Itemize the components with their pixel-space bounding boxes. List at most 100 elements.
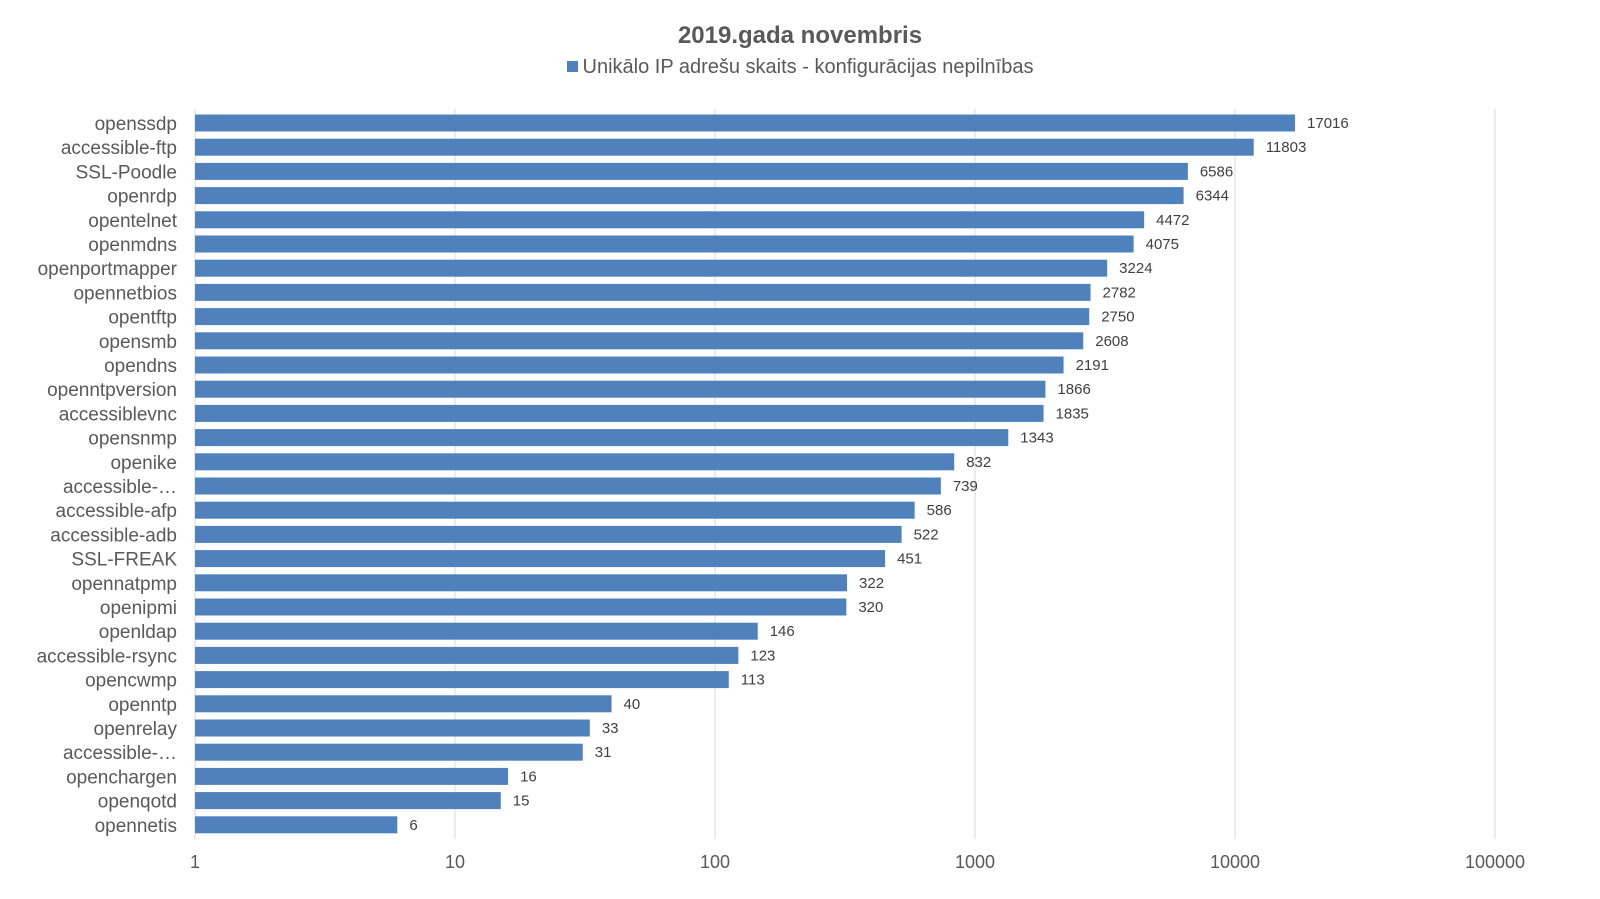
category-label: accessible-ftp — [61, 138, 177, 159]
data-label: 123 — [750, 647, 775, 664]
bar — [195, 792, 501, 810]
bar — [195, 429, 1009, 447]
category-label: opendns — [104, 356, 177, 377]
data-label: 522 — [914, 526, 939, 543]
data-label: 2750 — [1101, 309, 1134, 326]
category-label: accessible-… — [63, 477, 177, 498]
category-label: SSL-FREAK — [71, 550, 177, 571]
data-label: 15 — [513, 793, 530, 810]
bar — [195, 187, 1184, 205]
bar — [195, 332, 1084, 350]
data-label: 11803 — [1266, 139, 1307, 156]
bar — [195, 816, 398, 834]
category-label: opentftp — [108, 308, 177, 329]
data-label: 4075 — [1146, 236, 1179, 253]
x-tick-label: 1 — [190, 852, 200, 872]
data-label: 586 — [927, 502, 952, 519]
bar — [195, 211, 1145, 229]
data-label: 1835 — [1056, 405, 1089, 422]
bar — [195, 767, 509, 785]
bar — [195, 719, 590, 737]
x-tick-label: 100 — [700, 852, 730, 872]
data-label: 16 — [520, 768, 537, 785]
bar — [195, 622, 758, 640]
category-label: accessible-afp — [56, 501, 177, 522]
x-tick-label: 100000 — [1465, 852, 1525, 872]
data-label: 2608 — [1095, 333, 1128, 350]
data-label: 1866 — [1057, 381, 1090, 398]
category-label: opencwmp — [85, 671, 177, 692]
category-label: openqotd — [98, 792, 177, 813]
category-label: openike — [110, 453, 177, 474]
x-tick-label: 1000 — [955, 852, 995, 872]
category-label: opennetis — [95, 816, 177, 837]
category-label: opensmb — [99, 332, 177, 353]
data-label: 6 — [409, 817, 417, 834]
chart-title: 2019.gada novembris — [677, 22, 923, 49]
bar — [195, 453, 955, 471]
bar — [195, 162, 1188, 180]
data-label: 3224 — [1119, 260, 1152, 277]
data-label: 322 — [859, 575, 884, 592]
category-label: openrelay — [94, 719, 178, 740]
data-label: 451 — [897, 551, 922, 568]
bar — [195, 259, 1108, 277]
bar — [195, 501, 915, 519]
data-label: 320 — [858, 599, 883, 616]
bar — [195, 671, 729, 689]
data-label: 832 — [966, 454, 991, 471]
category-label: opennetbios — [73, 283, 177, 304]
category-label: SSL-Poodle — [76, 162, 177, 183]
category-label: openmdns — [88, 235, 177, 256]
data-label: 4472 — [1156, 212, 1189, 229]
category-label: openntpversion — [47, 380, 177, 401]
data-label: 1343 — [1020, 430, 1053, 447]
legend-swatch — [566, 61, 578, 72]
bar — [195, 525, 902, 543]
category-label: opensnmp — [88, 429, 177, 450]
x-tick-label: 10 — [445, 852, 465, 872]
data-label: 6586 — [1200, 163, 1233, 180]
data-label: 17016 — [1307, 115, 1349, 132]
category-label: accessiblevnc — [59, 404, 177, 425]
bar — [195, 477, 941, 495]
bar — [195, 138, 1254, 156]
category-label: accessible-rsync — [37, 646, 177, 667]
category-label: openchargen — [66, 767, 177, 788]
bar — [195, 550, 886, 568]
category-label: openntp — [108, 695, 177, 716]
data-label: 146 — [770, 623, 795, 640]
category-label: accessible-… — [63, 743, 177, 764]
chart-legend: Unikālo IP adrešu skaits - konfigurācija… — [0, 56, 1600, 79]
bar — [195, 380, 1046, 398]
data-label: 2191 — [1076, 357, 1109, 374]
legend-label: Unikālo IP adrešu skaits - konfigurācija… — [582, 56, 1034, 78]
category-label: openportmapper — [38, 259, 178, 280]
data-label: 6344 — [1196, 188, 1229, 205]
category-label: openssdp — [95, 114, 177, 135]
category-label: openrdp — [107, 187, 177, 208]
data-label: 33 — [602, 720, 619, 737]
bar — [195, 235, 1134, 253]
bar — [195, 743, 583, 761]
bar — [195, 646, 739, 664]
data-label: 113 — [741, 672, 765, 689]
x-tick-label: 10000 — [1210, 852, 1260, 872]
data-label: 2782 — [1103, 284, 1136, 301]
bar — [195, 308, 1090, 326]
bar — [195, 283, 1091, 301]
data-label: 739 — [953, 478, 978, 495]
category-label: opentelnet — [88, 211, 177, 232]
category-label: openipmi — [100, 598, 177, 619]
category-label: accessible-adb — [50, 525, 177, 546]
bar — [195, 114, 1296, 132]
bar — [195, 695, 612, 713]
bar — [195, 404, 1044, 422]
data-label: 40 — [624, 696, 641, 713]
category-label: openldap — [99, 622, 177, 643]
bar — [195, 356, 1064, 374]
category-label: opennatpmp — [71, 574, 177, 595]
data-label: 31 — [595, 744, 612, 761]
